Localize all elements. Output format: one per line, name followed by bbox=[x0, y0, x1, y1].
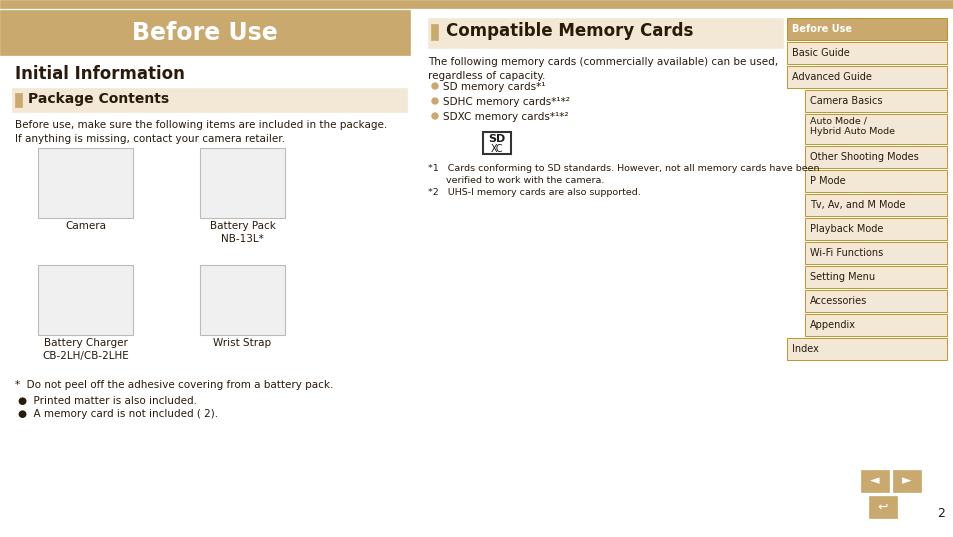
Text: P Mode: P Mode bbox=[809, 176, 844, 186]
Text: Package Contents: Package Contents bbox=[28, 92, 169, 106]
Text: Compatible Memory Cards: Compatible Memory Cards bbox=[446, 22, 693, 40]
Text: Before Use: Before Use bbox=[132, 20, 277, 45]
Bar bbox=[804, 266, 946, 288]
Text: Battery Charger
CB-2LH/CB-2LHE: Battery Charger CB-2LH/CB-2LHE bbox=[42, 338, 129, 361]
Bar bbox=[428, 18, 782, 48]
Bar bbox=[804, 314, 946, 336]
Bar bbox=[200, 148, 285, 218]
Text: Battery Pack
NB-13L*: Battery Pack NB-13L* bbox=[210, 221, 275, 244]
Text: Before Use: Before Use bbox=[791, 24, 851, 34]
Bar bbox=[868, 496, 896, 518]
Text: Accessories: Accessories bbox=[809, 296, 866, 306]
Text: Initial Information: Initial Information bbox=[15, 65, 185, 83]
Text: Setting Menu: Setting Menu bbox=[809, 272, 874, 282]
Circle shape bbox=[432, 113, 437, 119]
Bar bbox=[0, 0, 953, 8]
Text: Camera Basics: Camera Basics bbox=[809, 96, 882, 106]
Text: 2: 2 bbox=[936, 507, 944, 520]
Text: Index: Index bbox=[791, 344, 818, 354]
Bar bbox=[431, 24, 437, 40]
Text: Hybrid Auto Mode: Hybrid Auto Mode bbox=[809, 127, 894, 136]
Bar bbox=[786, 66, 946, 88]
Text: Auto Mode /: Auto Mode / bbox=[809, 117, 866, 126]
Bar bbox=[786, 42, 946, 64]
Bar bbox=[861, 470, 888, 492]
Text: SD: SD bbox=[488, 134, 505, 144]
Bar bbox=[0, 10, 410, 55]
Bar bbox=[804, 242, 946, 264]
Circle shape bbox=[432, 83, 437, 89]
Bar bbox=[38, 148, 132, 218]
Bar bbox=[786, 18, 946, 40]
Bar bbox=[804, 290, 946, 312]
Text: The following memory cards (commercially available) can be used,
regardless of c: The following memory cards (commercially… bbox=[428, 57, 778, 81]
Bar bbox=[804, 194, 946, 216]
Text: Appendix: Appendix bbox=[809, 320, 855, 330]
Text: SDHC memory cards*¹*²: SDHC memory cards*¹*² bbox=[442, 97, 569, 107]
Text: Before use, make sure the following items are included in the package.
If anythi: Before use, make sure the following item… bbox=[15, 120, 387, 144]
Text: SD memory cards*¹: SD memory cards*¹ bbox=[442, 82, 545, 92]
Text: Playback Mode: Playback Mode bbox=[809, 224, 882, 234]
Bar bbox=[804, 146, 946, 168]
Circle shape bbox=[432, 98, 437, 104]
Bar bbox=[804, 90, 946, 112]
Text: Wrist Strap: Wrist Strap bbox=[213, 338, 272, 348]
Text: *  Do not peel off the adhesive covering from a battery pack.: * Do not peel off the adhesive covering … bbox=[15, 380, 333, 390]
Bar bbox=[482, 132, 511, 154]
Bar bbox=[15, 93, 22, 107]
Text: *2   UHS-I memory cards are also supported.: *2 UHS-I memory cards are also supported… bbox=[428, 188, 640, 197]
Text: Wi-Fi Functions: Wi-Fi Functions bbox=[809, 248, 882, 258]
Text: Tv, Av, and M Mode: Tv, Av, and M Mode bbox=[809, 200, 904, 210]
Bar bbox=[804, 218, 946, 240]
Text: *1   Cards conforming to SD standards. However, not all memory cards have been
 : *1 Cards conforming to SD standards. How… bbox=[428, 164, 819, 185]
Text: Advanced Guide: Advanced Guide bbox=[791, 72, 871, 82]
Bar bbox=[12, 88, 407, 112]
Text: ●  Printed matter is also included.: ● Printed matter is also included. bbox=[18, 396, 196, 406]
Bar bbox=[200, 265, 285, 335]
Bar bbox=[786, 338, 946, 360]
Text: ↩: ↩ bbox=[877, 500, 887, 513]
Text: SDXC memory cards*¹*²: SDXC memory cards*¹*² bbox=[442, 112, 568, 122]
Text: ◄: ◄ bbox=[869, 475, 879, 488]
Text: Camera: Camera bbox=[65, 221, 106, 231]
Text: ●  A memory card is not included ( 2).: ● A memory card is not included ( 2). bbox=[18, 409, 218, 419]
Text: ►: ► bbox=[902, 475, 911, 488]
Text: Other Shooting Modes: Other Shooting Modes bbox=[809, 152, 918, 162]
Text: Basic Guide: Basic Guide bbox=[791, 48, 849, 58]
Bar bbox=[804, 114, 946, 144]
Bar bbox=[892, 470, 920, 492]
Bar bbox=[804, 170, 946, 192]
Text: XC: XC bbox=[490, 144, 503, 154]
Bar bbox=[38, 265, 132, 335]
